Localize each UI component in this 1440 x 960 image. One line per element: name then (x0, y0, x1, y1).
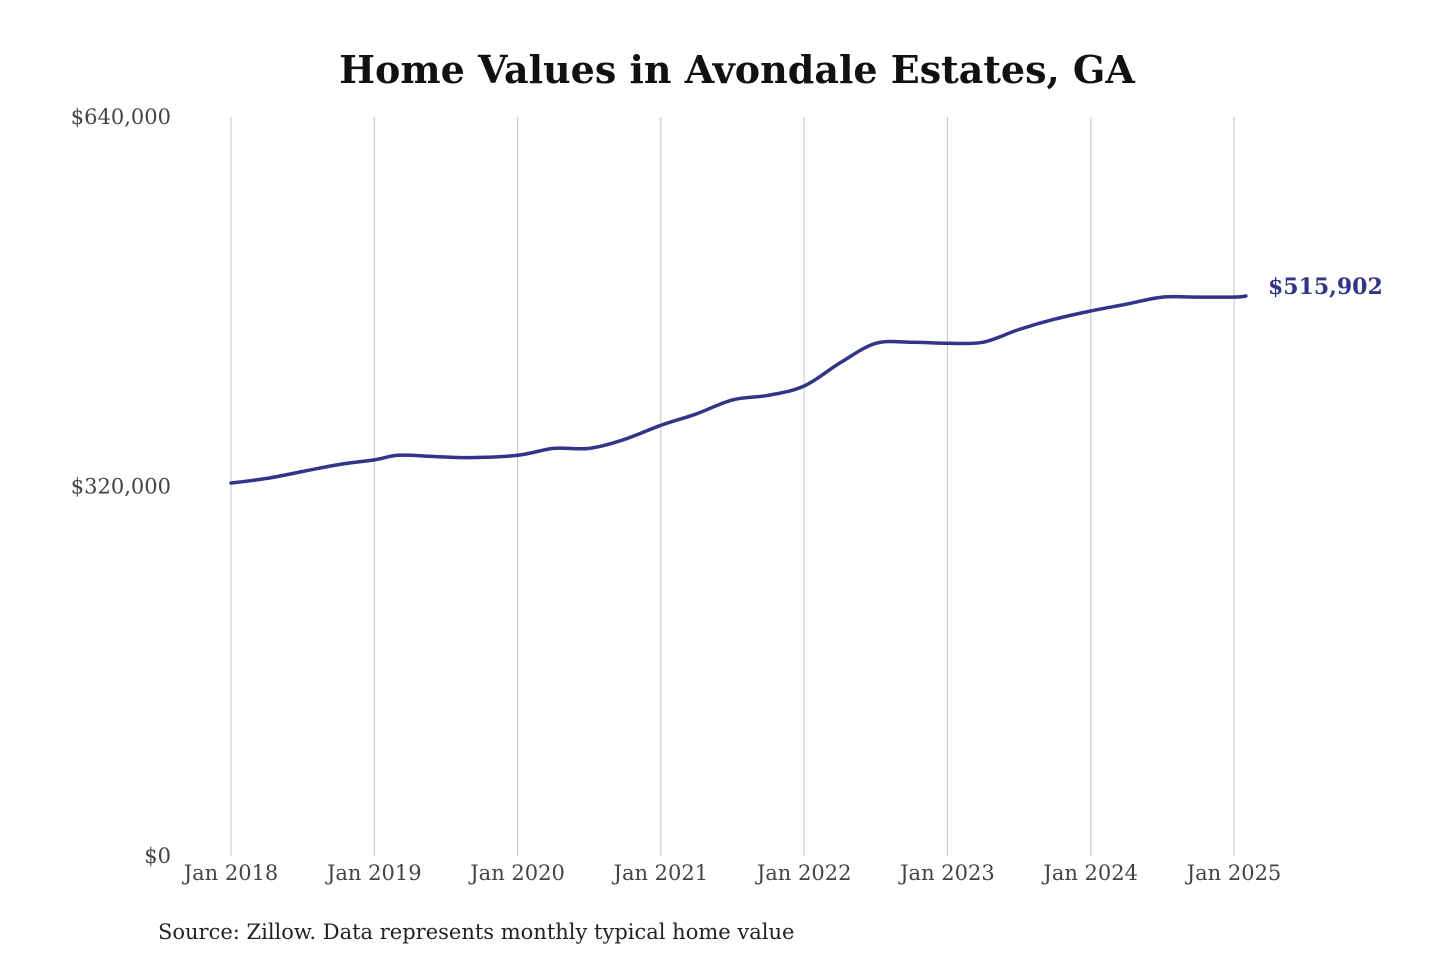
series-line (229, 294, 1248, 485)
series-layer: $515,902 (229, 274, 1383, 485)
y-tick-label: $320,000 (71, 475, 171, 499)
gridlines (230, 117, 1235, 856)
source-note: Source: Zillow. Data represents monthly … (158, 920, 794, 944)
end-value-label: $515,902 (1268, 274, 1383, 300)
x-tick-label: Jan 2025 (1185, 861, 1282, 885)
x-tick-label: Jan 2019 (325, 861, 422, 885)
x-tick-label: Jan 2022 (755, 861, 852, 885)
x-tick-label: Jan 2020 (468, 861, 565, 885)
chart-title: Home Values in Avondale Estates, GA (339, 47, 1135, 92)
x-tick-label: Jan 2018 (182, 861, 279, 885)
y-tick-label: $0 (144, 844, 171, 868)
x-tick-label: Jan 2023 (898, 861, 995, 885)
x-tick-label: Jan 2021 (612, 861, 709, 885)
y-axis-tick-labels: $0 $320,000 $640,000 (71, 105, 171, 868)
x-axis-tick-labels: Jan 2018 Jan 2019 Jan 2020 Jan 2021 Jan 2022… (182, 861, 1282, 885)
x-tick-label: Jan 2024 (1041, 861, 1138, 885)
y-tick-label: $640,000 (71, 105, 171, 129)
